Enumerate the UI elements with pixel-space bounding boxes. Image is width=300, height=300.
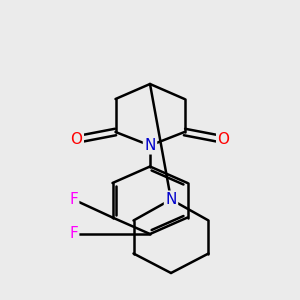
Text: O: O bbox=[218, 132, 230, 147]
Text: N: N bbox=[144, 138, 156, 153]
Text: N: N bbox=[165, 192, 177, 207]
Text: F: F bbox=[69, 192, 78, 207]
Text: F: F bbox=[69, 226, 78, 242]
Text: O: O bbox=[70, 132, 83, 147]
